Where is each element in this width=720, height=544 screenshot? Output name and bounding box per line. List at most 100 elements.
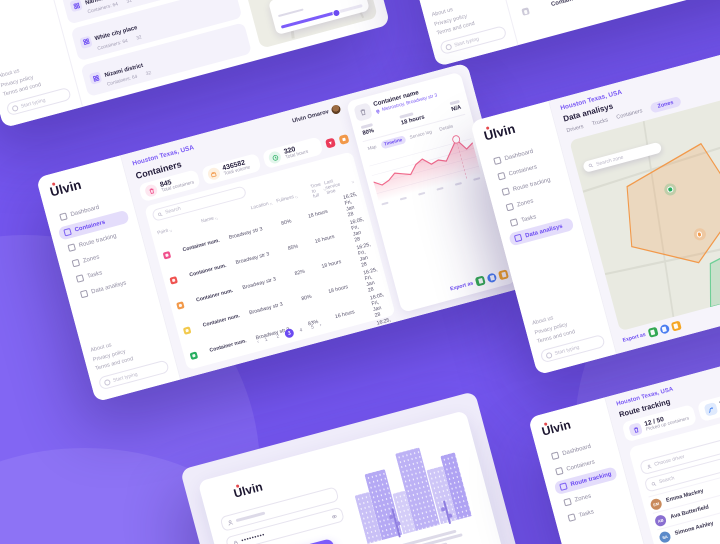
zones-icon — [563, 497, 572, 507]
table-search-input[interactable]: Search — [151, 185, 248, 222]
map-search-input[interactable]: Search zone — [582, 141, 663, 173]
select-placeholder: Choose driver — [653, 453, 686, 468]
person-icon — [647, 464, 652, 469]
pagination-next-icon[interactable]: › — [318, 321, 323, 328]
panel-tab[interactable]: Map — [367, 143, 377, 152]
ulvin-logo: Ulvin — [232, 479, 265, 501]
cell-name: Container num. — [195, 287, 234, 304]
cell-time-to-full: 18 hours — [307, 208, 329, 220]
radius-slider[interactable] — [280, 4, 363, 29]
zones-map[interactable]: Search zone — [569, 55, 720, 332]
pagination-prev-icon[interactable]: ‹ — [256, 338, 260, 345]
password-field[interactable]: ••••••••• — [225, 506, 345, 544]
sort-icon[interactable]: ↑↓ — [269, 201, 273, 206]
search-avatar-icon — [545, 351, 553, 359]
export-pdf-icon[interactable] — [658, 323, 670, 335]
drivers-panel: Choose driver Search EM Emma Mackey — [628, 377, 720, 544]
container-point-icon — [521, 7, 530, 17]
sidebar-item-label: Tasks — [86, 269, 103, 280]
sort-icon[interactable]: ↑↓ — [214, 215, 218, 221]
analysis-tab[interactable]: Drivers — [565, 123, 585, 135]
export-pdf-icon[interactable] — [486, 272, 498, 284]
cell-last-service: 16:05, Fri, Jan 28 — [349, 216, 365, 244]
cell-location: Broadway str 3 — [248, 301, 284, 317]
cell-fullness: 80% — [300, 293, 313, 303]
containers-table: Search Point ↑↓ Name ↑↓ — [144, 151, 412, 403]
cell-fullness: 80% — [314, 344, 326, 353]
container-detail-panel: Container name Metrostroy, Broadway str … — [345, 71, 517, 313]
driver-avatar: SA — [658, 529, 672, 544]
zone-green — [709, 234, 720, 308]
location-pin-icon — [376, 109, 380, 114]
search-placeholder: Search — [164, 205, 182, 216]
containers-table-screen-card: About us Privacy policy Terms and cond Sta… — [352, 0, 720, 67]
stat-total-volume: 436582 Total volume — [200, 152, 263, 186]
cell-fullness: 80% — [280, 218, 293, 227]
slider-handle[interactable] — [331, 7, 342, 18]
zone-list-item[interactable]: Nariman Narimanov region Containers: 64 … — [60, 0, 233, 25]
export-image-icon[interactable] — [670, 320, 682, 332]
zone-secondary-count: 32 — [145, 71, 152, 78]
export-image-icon[interactable] — [497, 269, 509, 281]
cell-last-service: 16:25, Fri, Jan 28 — [382, 342, 399, 370]
username-field[interactable] — [219, 486, 340, 532]
ulvin-logo: Ulvin — [46, 167, 118, 200]
analysis-tab[interactable]: Containers — [615, 108, 644, 121]
sort-icon[interactable]: ↑↓ — [294, 194, 298, 200]
container-point-icon — [169, 275, 178, 285]
login-screen-card: Ulvin ••••••••• Log in — [180, 391, 529, 544]
filter-orange-button[interactable] — [338, 133, 350, 145]
search-icon — [651, 481, 657, 486]
cell-time-to-full: 18 hours — [327, 284, 349, 296]
radius-slider-panel — [268, 0, 370, 36]
dashboard-icon — [550, 451, 560, 461]
cell-time-to-full: 18 hours — [347, 359, 369, 371]
container-point-icon — [162, 250, 172, 260]
login-form-card: Ulvin ••••••••• Log in — [197, 410, 512, 544]
filter-red-button[interactable] — [324, 137, 336, 149]
cell-last-service: 16:25, Fri, Jan 28 — [362, 266, 379, 294]
sidebar-item-label: Zones — [82, 253, 101, 265]
zone-icon — [69, 0, 83, 13]
export-excel-icon[interactable] — [474, 275, 486, 287]
cell-fullness: 82% — [294, 268, 306, 278]
route-icon — [559, 482, 568, 491]
search-icon — [588, 163, 594, 168]
cell-time-to-full: 16 hours — [354, 384, 376, 396]
cell-fullness: 85% — [287, 243, 299, 253]
cell-location: Broadway str 3 — [268, 376, 304, 392]
container-pickup-icon — [628, 422, 644, 437]
eye-icon[interactable] — [331, 512, 338, 519]
cell-location: Broadway str 3 — [235, 251, 271, 267]
driver-search-input[interactable]: Search — [643, 411, 720, 493]
search-placeholder: Search — [658, 475, 676, 486]
sort-icon[interactable]: ↑↓ — [350, 179, 355, 184]
person-icon — [228, 519, 234, 526]
cell-name: Container num. — [182, 237, 221, 254]
export-excel-icon[interactable] — [647, 326, 659, 338]
analysis-tab[interactable]: Trucks — [591, 117, 609, 128]
zone-orange — [626, 142, 720, 264]
analytics-icon — [513, 233, 523, 243]
sort-icon[interactable]: ↑↓ — [168, 228, 173, 233]
containers-icon — [497, 171, 506, 181]
sidebar-item-label: Containers — [565, 458, 596, 473]
panel-tab[interactable]: Details — [438, 123, 454, 132]
export-as-label: Export as — [449, 280, 474, 292]
sidebar-item-label: Containers — [74, 219, 106, 234]
containers-icon — [555, 466, 564, 476]
zone-list-item[interactable]: White city place Containers: 64 32 — [70, 0, 243, 61]
stat-distance: 25.4 — [696, 389, 720, 423]
zone-list-item[interactable]: Nizami district Containers: 64 32 — [80, 21, 252, 97]
clock-icon — [267, 150, 283, 165]
choose-driver-select[interactable]: Choose driver — [639, 394, 720, 476]
tasks-icon — [567, 513, 577, 522]
cell-fullness: 85% — [327, 394, 340, 403]
zones-icon — [71, 258, 81, 268]
zone-secondary-count: 32 — [135, 34, 143, 42]
sidebar-nav: Dashboard Containers Route tracking Zone… — [488, 140, 575, 247]
fullness-chart — [367, 130, 482, 206]
cell-name: Container num. — [202, 313, 241, 329]
city-illustration — [340, 427, 480, 544]
